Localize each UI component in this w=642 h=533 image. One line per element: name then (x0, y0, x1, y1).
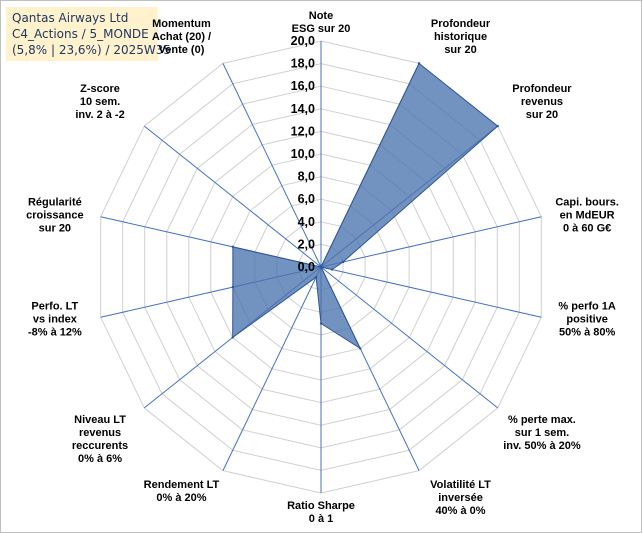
radar-axis-label: Niveau LT revenus reccurents 0% à 6% (72, 414, 128, 465)
radar-tick-label: 18,0 (291, 57, 315, 71)
radar-axis-label: Note ESG sur 20 (292, 10, 351, 35)
radar-tick-label: 6,0 (298, 192, 315, 206)
radar-spoke (320, 266, 542, 318)
radar-spoke (320, 266, 499, 409)
radar-spoke (143, 125, 322, 268)
radar-tick-label: 14,0 (291, 102, 315, 116)
radar-axis-label: Rendement LT 0% à 20% (144, 479, 220, 504)
radar-tick-labels: 0,0 2,0 4,0 6,0 8,0 10,0 12,0 14,0 16,0 18,0 20,0 (291, 34, 315, 274)
radar-spoke (320, 216, 542, 268)
radar-series-point (330, 268, 334, 271)
radar-series-point (231, 285, 235, 289)
radar-axis-labels: Note ESG sur 20 Profondeur historique sur 20… (26, 10, 619, 525)
radar-series-point (359, 347, 362, 350)
radar-axis-label: Volatilité LT inversée 40% à 0% (430, 479, 491, 517)
radar-tick-label: 0,0 (298, 260, 315, 274)
radar-tick-label: 10,0 (291, 147, 315, 161)
radar-series-point (319, 322, 323, 325)
radar-series-point (314, 275, 318, 279)
radar-tick-label: 2,0 (298, 237, 315, 251)
radar-axis-label: Z-score 10 sem. inv. 2 à -2 (75, 83, 124, 121)
radar-series-point (417, 62, 421, 65)
radar-series (231, 62, 499, 350)
radar-axis-label: Capi. bours. en MdEUR 0 à 60 G€ (555, 196, 619, 234)
chart-title-line-1: Qantas Airways Ltd (12, 11, 129, 25)
radar-series-point (496, 124, 499, 128)
chart-title-box: Qantas Airways Ltd C4_Actions / 5_MONDE … (6, 7, 171, 61)
radar-series-area (232, 62, 499, 350)
radar-tick-label: 20,0 (291, 34, 315, 48)
radar-axis-label: Régularité croissance sur 20 (26, 196, 83, 234)
radar-tick-label: 12,0 (291, 124, 315, 138)
radar-axis-label: Ratio Sharpe 0 à 1 (287, 500, 355, 525)
radar-axis-label: Profondeur historique sur 20 (431, 18, 491, 56)
radar-tick-label: 16,0 (291, 79, 315, 93)
radar-axis-label: % perte max. sur 1 sem. inv. 50% à 20% (503, 414, 581, 452)
radar-axis-label: Momentum Achat (20) / Vente (0) (152, 18, 211, 56)
radar-axis-label: Profondeur revenus sur 20 (512, 83, 572, 121)
radar-spoke (222, 63, 322, 268)
chart-title-line-2: C4_Actions / 5_MONDE (12, 27, 149, 41)
radar-axis-label: Perfo. LT vs index -8% à 12% (28, 301, 82, 339)
radar-axis-label: % perfo 1A positive 50% à 80% (558, 301, 616, 339)
radar-series-point (231, 336, 234, 339)
radar-tick-label: 8,0 (298, 170, 315, 184)
radar-tick-label: 4,0 (298, 215, 315, 229)
radar-spoke (222, 266, 322, 471)
radar-series-point (341, 260, 345, 264)
chart-title-line-3: (5,8% | 23,6%) / 2025W35 (12, 43, 171, 57)
radar-series-point (319, 265, 323, 269)
radar-series-point (231, 245, 235, 249)
